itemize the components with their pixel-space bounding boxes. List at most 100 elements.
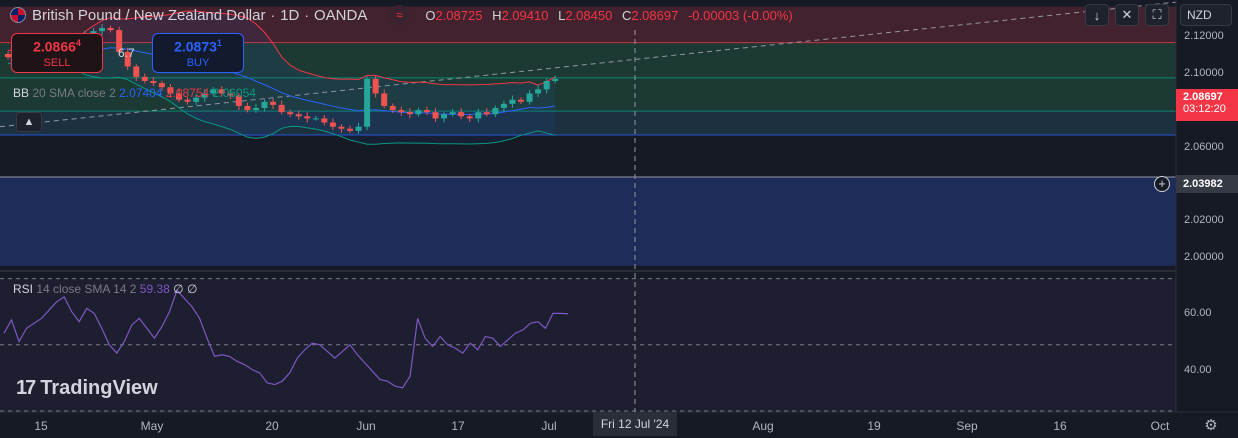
candle-body bbox=[500, 103, 507, 108]
candle-body bbox=[338, 126, 345, 129]
candle-body bbox=[150, 81, 157, 84]
symbol-name[interactable]: British Pound / New Zealand Dollar bbox=[32, 6, 266, 24]
crosshair-time-label: Fri 12 Jul '24 bbox=[593, 412, 677, 436]
time-tick: 15 bbox=[34, 419, 48, 433]
add-alert-icon[interactable]: + bbox=[1154, 176, 1170, 192]
settings-gear-icon[interactable]: ⚙ bbox=[1204, 417, 1218, 434]
exchange: OANDA bbox=[313, 6, 368, 24]
candle-body bbox=[398, 110, 405, 113]
candle-body bbox=[543, 81, 550, 90]
rsi-tick: 60.00 bbox=[1184, 307, 1212, 319]
time-tick: Sep bbox=[956, 419, 978, 433]
candle-body bbox=[492, 108, 499, 115]
candle-body bbox=[141, 76, 148, 81]
bar-countdown: 03:12:20 bbox=[1183, 103, 1226, 115]
candle-body bbox=[235, 95, 242, 106]
candle-body bbox=[184, 99, 191, 102]
currency-select[interactable]: NZD bbox=[1180, 4, 1232, 26]
time-tick: Oct bbox=[1150, 419, 1170, 433]
candle-body bbox=[526, 93, 533, 102]
time-tick: Aug bbox=[752, 419, 774, 433]
candle-body bbox=[252, 108, 259, 111]
candle-body bbox=[167, 87, 174, 94]
time-tick: 19 bbox=[867, 419, 881, 433]
candle-body bbox=[364, 78, 371, 127]
price-tick: 2.02000 bbox=[1184, 214, 1224, 226]
candle-body bbox=[295, 114, 302, 117]
candle-body bbox=[287, 112, 294, 115]
time-tick: 20 bbox=[265, 419, 279, 433]
stop-zone bbox=[0, 111, 1176, 135]
bb-upper-line bbox=[7, 10, 556, 86]
candle-body bbox=[133, 66, 140, 77]
tradingview-logo[interactable]: 17 TradingView bbox=[16, 377, 158, 399]
candle-body bbox=[90, 31, 97, 34]
sell-label: SELL bbox=[43, 56, 71, 69]
arrow-down-icon[interactable]: ↓ bbox=[1085, 4, 1109, 26]
candle-body bbox=[124, 51, 131, 67]
time-tick: 16 bbox=[1053, 419, 1067, 433]
buy-button[interactable]: 2.08731 BUY bbox=[152, 33, 244, 73]
rsi-line bbox=[3, 289, 569, 389]
long-zone bbox=[0, 176, 1176, 266]
price-axis-bg bbox=[1176, 0, 1238, 438]
bb-lower-value: 2.06054 bbox=[212, 86, 256, 100]
candle-body bbox=[261, 101, 268, 108]
interval[interactable]: 1D bbox=[280, 6, 300, 24]
candle-body bbox=[210, 89, 217, 94]
candle-body bbox=[458, 112, 465, 117]
sell-button[interactable]: 2.08664 SELL bbox=[11, 33, 103, 73]
last-price-label: 2.08697 03:12:20 bbox=[1176, 89, 1238, 121]
candle-body bbox=[423, 110, 430, 113]
candle-body bbox=[449, 112, 456, 115]
ohlc-close: 2.08697 bbox=[631, 7, 679, 23]
collapse-legend-button[interactable]: ▲ bbox=[16, 112, 42, 132]
candle-body bbox=[201, 93, 208, 98]
bb-legend[interactable]: BB 20 SMA close 2 2.07404 2.08754 2.0605… bbox=[13, 86, 256, 100]
candle-body bbox=[415, 110, 422, 115]
candle-body bbox=[304, 116, 311, 119]
symbol-header: British Pound / New Zealand Dollar · 1D … bbox=[0, 0, 799, 30]
ohlc-low: 2.08450 bbox=[565, 7, 613, 23]
market-status-icon[interactable]: ≈ bbox=[389, 5, 410, 25]
bb-upper-value: 2.08754 bbox=[165, 86, 210, 100]
buy-price: 2.0873 bbox=[174, 38, 217, 55]
candle-body bbox=[329, 122, 336, 127]
price-tick: 2.10000 bbox=[1184, 67, 1224, 79]
candle-body bbox=[107, 28, 114, 31]
candle-body bbox=[218, 89, 225, 94]
price-tick: 2.12000 bbox=[1184, 30, 1224, 42]
ohlc-open: 2.08725 bbox=[435, 7, 483, 23]
time-tick: Jun bbox=[356, 419, 376, 433]
candle-body bbox=[509, 99, 516, 104]
bb-lower-line bbox=[7, 62, 556, 145]
candle-body bbox=[193, 97, 200, 102]
candle-body bbox=[518, 99, 524, 102]
candle-body bbox=[466, 116, 473, 119]
rsi-value: 59.38 bbox=[139, 282, 170, 296]
rsi-tick: 40.00 bbox=[1184, 364, 1212, 376]
fullscreen-icon[interactable]: ⛶ bbox=[1145, 4, 1169, 26]
candle-body bbox=[475, 112, 482, 119]
price-tick: 2.06000 bbox=[1184, 141, 1224, 153]
ohlc-high: 2.09410 bbox=[501, 7, 549, 23]
candle-body bbox=[355, 126, 362, 131]
candle-body bbox=[381, 93, 388, 106]
candle-body bbox=[535, 89, 542, 94]
candle-body bbox=[270, 101, 277, 105]
candle-body bbox=[278, 104, 285, 113]
price-tick: 2.00000 bbox=[1184, 251, 1224, 263]
ohlc-change: -0.00003 (-0.00%) bbox=[687, 7, 793, 23]
candle-body bbox=[312, 118, 319, 120]
candle-body bbox=[5, 54, 11, 58]
candle-body bbox=[552, 78, 559, 81]
candle-body bbox=[432, 112, 439, 119]
collapse-icon[interactable]: ✕ bbox=[1115, 4, 1139, 26]
candle-body bbox=[227, 93, 234, 96]
rsi-legend[interactable]: RSI 14 close SMA 14 2 59.38 ∅ ∅ bbox=[13, 282, 198, 296]
candle-body bbox=[389, 105, 396, 111]
bb-basis-value: 2.07404 bbox=[119, 86, 163, 100]
candle-body bbox=[483, 112, 490, 115]
trend-line bbox=[0, 1, 1177, 128]
